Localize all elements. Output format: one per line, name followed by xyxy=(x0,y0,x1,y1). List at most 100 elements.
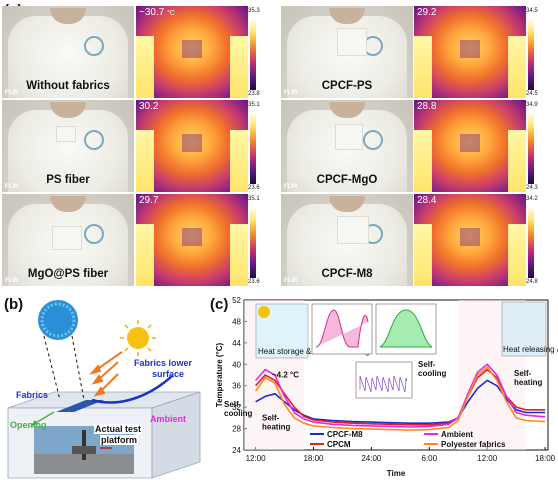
inset-sun-icon xyxy=(258,306,270,318)
shirt-logo-icon xyxy=(363,130,383,150)
x-tick-label: 18:00 xyxy=(535,454,556,463)
scale-max: 35.3 xyxy=(248,8,260,14)
y-tick-label: 32 xyxy=(232,403,241,412)
color-scale-bar xyxy=(250,206,256,278)
x-tick-label: 12:00 xyxy=(246,454,267,463)
thermal-temp-readout: 28.4 xyxy=(417,195,436,206)
legend-entry: Ambient xyxy=(441,430,473,439)
solar-flux-curve xyxy=(315,309,369,348)
fabric-patch xyxy=(335,124,363,150)
y-tick-label: 40 xyxy=(232,360,241,369)
platform-label-2: platform xyxy=(100,435,138,445)
y-tick-label: 52 xyxy=(232,296,241,305)
legend-entry: CPCF-M8 xyxy=(327,430,363,439)
scale-max: 34.2 xyxy=(526,196,538,202)
scale-max: 35.1 xyxy=(248,196,260,202)
series-line-ambient xyxy=(255,363,546,428)
scale-max: 35.1 xyxy=(248,102,260,108)
fabric-patch xyxy=(52,226,82,250)
box-side xyxy=(151,391,201,479)
color-scale-bar xyxy=(250,112,256,184)
shirt-logo-icon xyxy=(84,36,104,56)
fiber-microscope-icon xyxy=(38,300,78,340)
self-cooling-annotation: Self- xyxy=(224,400,242,409)
y-tick-label: 48 xyxy=(232,317,241,326)
color-scale-bar xyxy=(528,206,534,278)
shirt-photo: CPCF-PS FLIR xyxy=(281,6,413,98)
self-heating-annotation: Self- xyxy=(514,369,532,378)
x-axis-label: Time xyxy=(387,469,406,478)
temp-value: 29.2 xyxy=(417,7,437,18)
thermal-temp-readout: 28.8 xyxy=(417,101,436,112)
flir-logo: FLIR xyxy=(284,90,298,96)
ambient-label: Ambient xyxy=(150,414,186,424)
shirt-photo: CPCF-M8 FLIR xyxy=(281,194,413,286)
y-tick-label: 36 xyxy=(232,382,241,391)
inset-heat-release-image xyxy=(501,301,547,357)
opening-label: Opening xyxy=(10,420,47,430)
flir-logo: FLIR xyxy=(5,184,19,190)
series-line-polyester-fabrics xyxy=(254,365,546,432)
thermal-image: 30.2 xyxy=(136,100,248,192)
scale-min: 23.6 xyxy=(248,279,260,285)
thermal-image: ~30.7 °C xyxy=(136,6,248,98)
sample-name: CPCF-M8 xyxy=(321,268,373,280)
x-tick-label: 18:00 xyxy=(303,454,324,463)
test-setup-illustration xyxy=(7,300,201,479)
self-cooling-annotation: cooling xyxy=(224,409,253,418)
scale-min: 24.3 xyxy=(526,185,538,191)
flir-logo: FLIR xyxy=(284,278,298,284)
panel-b-label: (b) xyxy=(4,296,24,313)
color-scale-bar xyxy=(250,18,256,90)
temp-unit: °C xyxy=(167,10,175,17)
flir-logo: FLIR xyxy=(5,90,19,96)
y-tick-label: 24 xyxy=(232,446,241,455)
sample-name: CPCF-PS xyxy=(321,80,373,92)
color-scale-bar xyxy=(528,18,534,90)
sample-name: MgO@PS fiber xyxy=(27,268,109,280)
thermal-temp-readout: 29.7 xyxy=(139,195,158,206)
platform-label-1: Actual test xyxy=(94,424,143,434)
temp-value: 28.8 xyxy=(417,101,437,112)
sample-name: PS fiber xyxy=(46,174,90,186)
thermal-image: 28.8 xyxy=(414,100,526,192)
flir-logo: FLIR xyxy=(284,184,298,190)
color-scale-bar xyxy=(528,112,534,184)
panel-c-label: (c) xyxy=(210,296,229,313)
temp-value: 28.4 xyxy=(417,195,437,206)
self-heating-annotation: Self- xyxy=(262,414,280,423)
surface-label: surface xyxy=(152,369,185,379)
thermal-temp-readout: ~30.7 °C xyxy=(139,7,175,18)
legend-entry: CPCM xyxy=(327,440,351,449)
temperature-chart: 24 28 32 36 40 44 48 52 12:00 18:00 24:00 6:00 12:00… xyxy=(215,296,558,478)
thermal-image: 28.4 xyxy=(414,194,526,286)
scale-min: 24.5 xyxy=(526,91,538,97)
x-tick-label: 6:00 xyxy=(422,454,438,463)
scale-min: 23.6 xyxy=(248,185,260,191)
shirt-logo-icon xyxy=(84,224,104,244)
flir-logo: FLIR xyxy=(5,278,19,284)
fabrics-lower-label: Fabrics lower xyxy=(134,358,193,368)
scale-min: 24.8 xyxy=(526,279,538,285)
fabric-patch xyxy=(56,126,76,142)
self-heating-annotation: heating xyxy=(514,378,543,387)
x-tick-label: 12:00 xyxy=(477,454,498,463)
fabrics-label: Fabrics xyxy=(16,390,49,400)
fabric-sample xyxy=(56,400,104,412)
sample-name: Without fabrics xyxy=(26,80,110,92)
legend-entry: Polyester fabrics xyxy=(441,440,506,449)
y-axis-label: Temperature (°C) xyxy=(215,342,224,407)
shirt-photo: PS fiber FLIR xyxy=(2,100,134,192)
x-tick-label: 24:00 xyxy=(361,454,382,463)
fabric-patch xyxy=(337,28,367,56)
temp-value: 30.2 xyxy=(139,101,159,112)
shirt-photo: CPCF-MgO FLIR xyxy=(281,100,413,192)
thermal-temp-readout: 29.2 xyxy=(417,7,436,18)
fabric-patch xyxy=(337,216,369,244)
sun-icon xyxy=(127,327,149,349)
humidity-curve xyxy=(379,309,433,348)
scale-max: 34.5 xyxy=(526,8,538,14)
delta-temp-annotation: ~4.2 °C xyxy=(272,371,299,380)
self-cooling-annotation: Self- xyxy=(418,360,436,369)
self-cooling-annotation: cooling xyxy=(418,369,447,378)
